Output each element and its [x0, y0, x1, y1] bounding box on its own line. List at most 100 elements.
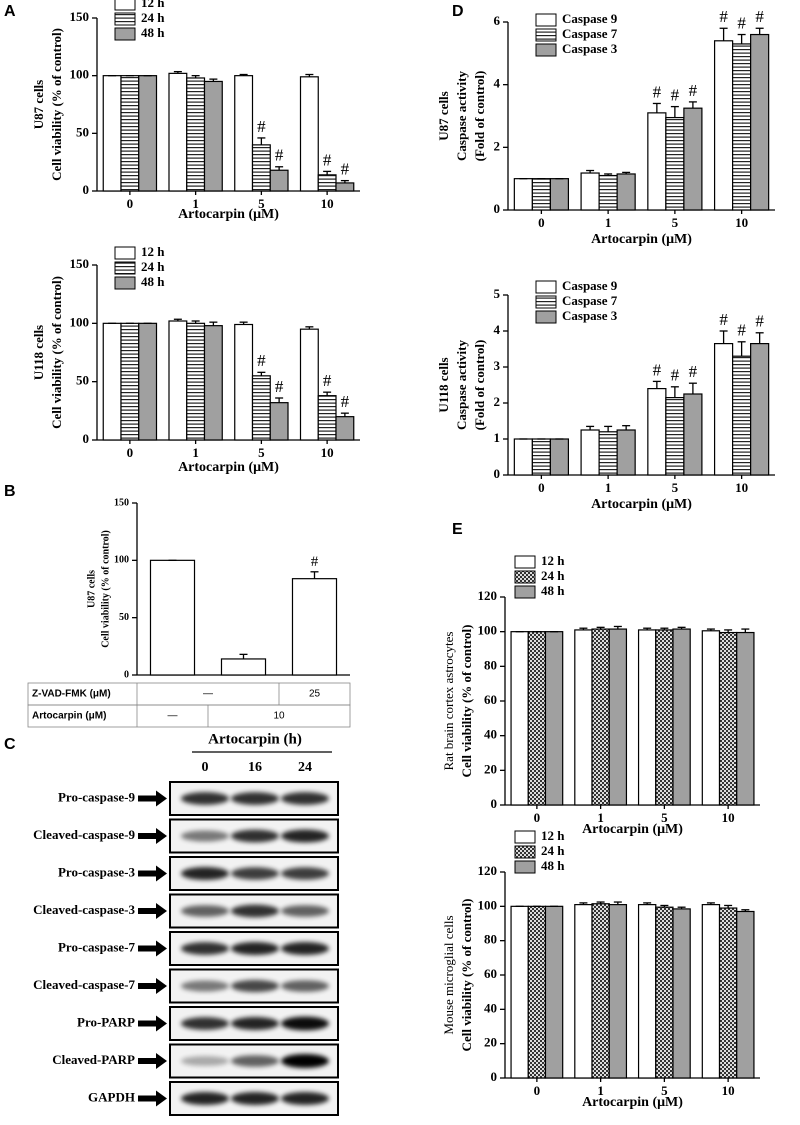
- bar: [616, 173, 636, 211]
- y-tick-label: 60: [484, 692, 497, 707]
- lane-label: 0: [202, 760, 209, 775]
- y-tick-label: 100: [70, 67, 90, 82]
- bar: [234, 75, 254, 192]
- band: [181, 942, 229, 955]
- band: [281, 980, 329, 992]
- bar: [713, 343, 734, 476]
- y-axis-label: Cell viability (% of control): [459, 625, 474, 778]
- legend-label: 24 h: [141, 10, 165, 25]
- x-tick-label: 5: [672, 480, 679, 495]
- x-tick-label: 0: [534, 1083, 541, 1098]
- x-axis-label: Artocarpin (μM): [582, 1095, 683, 1110]
- bar: [608, 904, 628, 1079]
- x-tick-label: 10: [722, 810, 735, 825]
- y-tick-label: 120: [478, 588, 498, 603]
- y-tick-label: 150: [70, 256, 90, 271]
- legend-swatch: [114, 276, 136, 290]
- y-tick-label: 20: [484, 1035, 497, 1050]
- y-tick-label: 0: [491, 796, 498, 811]
- band: [281, 867, 329, 880]
- x-tick-label: 1: [605, 215, 612, 230]
- bar: [527, 905, 547, 1079]
- significance-mark: #: [653, 82, 662, 101]
- band-label: Pro-caspase-3: [58, 864, 136, 879]
- legend-label: Caspase 9: [562, 278, 618, 293]
- legend-label: 12 h: [541, 828, 565, 843]
- legend-swatch: [114, 27, 136, 41]
- y-tick-label: 50: [76, 373, 89, 388]
- band: [231, 867, 279, 880]
- legend-label: 24 h: [141, 259, 165, 274]
- legend-label: 48 h: [141, 25, 165, 40]
- y-axis-label: U118 cells: [31, 325, 46, 380]
- bar: [750, 343, 770, 476]
- bar: [655, 629, 674, 806]
- legend-label: Caspase 7: [562, 293, 618, 308]
- significance-mark: #: [737, 13, 746, 32]
- x-tick-label: 0: [534, 810, 541, 825]
- bar: [580, 172, 600, 211]
- legend-label: 12 h: [541, 553, 565, 568]
- legend-label: 12 h: [141, 0, 165, 10]
- band: [281, 1016, 329, 1031]
- x-axis-label: Artocarpin (μM): [178, 207, 279, 222]
- arrow: [138, 903, 167, 919]
- legend-swatch: [535, 43, 557, 57]
- bar: [531, 178, 551, 211]
- band: [181, 980, 229, 992]
- x-tick-label: 0: [127, 196, 134, 211]
- y-tick-label: 60: [484, 966, 497, 981]
- legend-swatch: [114, 246, 136, 260]
- y-tick-label: 0: [83, 182, 90, 197]
- bar: [732, 355, 752, 476]
- band: [231, 904, 279, 918]
- y-tick-label: 120: [478, 863, 498, 878]
- y-tick-label: 0: [83, 431, 90, 446]
- x-tick-label: 1: [597, 1083, 604, 1098]
- band: [281, 905, 329, 917]
- y-tick-label: 80: [484, 932, 497, 947]
- band: [231, 1055, 279, 1067]
- x-tick-label: 10: [321, 445, 334, 460]
- band: [231, 792, 279, 805]
- bar: [655, 906, 674, 1079]
- bar: [549, 438, 570, 476]
- bar: [335, 416, 355, 441]
- significance-mark: #: [737, 321, 746, 340]
- significance-mark: #: [653, 360, 662, 379]
- bar: [574, 629, 593, 806]
- legend-label: 24 h: [541, 568, 565, 583]
- legend-swatch: [514, 860, 536, 874]
- y-axis-label: Cell viability (% of control): [100, 530, 111, 648]
- legend-swatch: [514, 830, 536, 844]
- panel-label: B: [4, 483, 16, 500]
- legend-label: Caspase 9: [562, 11, 618, 26]
- condition-name: Z-VAD-FMK (μM): [32, 689, 111, 700]
- bar: [713, 40, 734, 211]
- arrow: [138, 1053, 167, 1069]
- band-label: Pro-caspase-7: [58, 939, 136, 954]
- bar: [683, 107, 703, 211]
- legend-swatch: [535, 28, 557, 42]
- bar: [701, 904, 721, 1079]
- band: [231, 941, 279, 956]
- bar: [251, 144, 271, 192]
- bar: [149, 559, 196, 676]
- bar: [251, 375, 271, 441]
- panel-label: C: [4, 736, 16, 753]
- bar: [291, 578, 338, 676]
- bar: [683, 393, 703, 476]
- bar: [647, 112, 667, 211]
- y-tick-label: 50: [76, 124, 89, 139]
- bar: [335, 182, 355, 192]
- y-tick-label: 0: [124, 669, 129, 680]
- bar: [510, 631, 529, 806]
- bar: [531, 438, 551, 476]
- y-tick-label: 1: [494, 430, 501, 445]
- y-tick-label: 40: [484, 727, 497, 742]
- legend-swatch: [535, 13, 557, 27]
- y-tick-label: 150: [70, 9, 90, 24]
- x-tick-label: 10: [735, 480, 748, 495]
- y-axis-label: (Fold of control): [472, 340, 487, 431]
- bar: [718, 907, 738, 1079]
